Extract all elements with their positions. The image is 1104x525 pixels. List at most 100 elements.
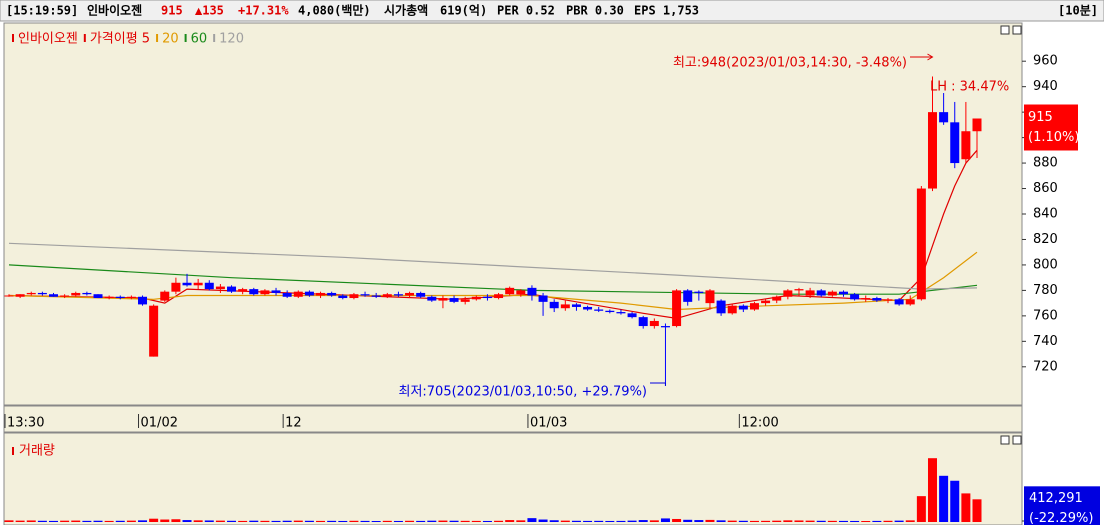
candle-body <box>972 118 982 132</box>
price-panel <box>3 22 1023 406</box>
volume-bar <box>927 458 937 522</box>
high-annotation: 최고:948(2023/01/03,14:30, -3.48%) <box>673 56 907 71</box>
candle-body <box>37 292 47 295</box>
volume-bar <box>683 519 693 522</box>
candle-body <box>783 290 793 297</box>
volume-bar <box>260 520 270 522</box>
candle-body <box>705 290 715 304</box>
candle-body <box>905 299 915 305</box>
candle-body <box>204 282 214 290</box>
candle-body <box>15 294 25 297</box>
candle-body <box>271 290 281 293</box>
legend-entry: 120 <box>219 32 244 47</box>
volume-bar <box>894 520 904 522</box>
volume-panel <box>3 432 1023 525</box>
amount: 4,080(백만) <box>298 3 371 18</box>
candle-body <box>360 294 370 296</box>
y-tick-label: 740 <box>1033 334 1058 349</box>
panel-button[interactable] <box>1012 25 1022 35</box>
candle-body <box>171 282 181 292</box>
volume-bar <box>405 520 415 522</box>
candle-body <box>382 294 392 297</box>
volume-bar <box>416 520 426 522</box>
volume-bar <box>649 520 659 522</box>
cap-label: 시가총액 <box>384 3 428 18</box>
last-volume-box <box>1024 486 1100 525</box>
volume-bar <box>816 520 826 522</box>
candle-body <box>549 301 559 309</box>
candle-body <box>449 298 459 302</box>
candle-body <box>672 290 682 327</box>
panel-button[interactable] <box>1012 435 1022 445</box>
candle-body <box>605 310 615 313</box>
panel-button[interactable] <box>1000 25 1010 35</box>
cap-value: 619(억) <box>440 4 487 18</box>
y-tick-label: 800 <box>1033 257 1058 272</box>
panel-button[interactable] <box>1000 435 1010 445</box>
volume-bar <box>304 520 314 522</box>
volume-bar <box>482 520 492 522</box>
candle-body <box>193 282 203 286</box>
volume-bar <box>705 519 715 522</box>
candle-body <box>460 299 470 302</box>
candle-body <box>393 294 403 296</box>
candle-body <box>527 287 537 296</box>
x-tick-label: 13:30 <box>7 416 44 431</box>
candle-body <box>505 287 515 295</box>
candle-body <box>338 295 348 299</box>
volume-bar <box>460 520 470 522</box>
candle-body <box>227 286 237 292</box>
volume-bar <box>349 520 359 522</box>
candle-body <box>727 305 737 314</box>
y-tick-label: 860 <box>1033 181 1058 196</box>
volume-bar <box>838 520 848 522</box>
volume-bar <box>916 496 926 522</box>
moving-average-line <box>8 242 978 290</box>
interval[interactable]: [10분] <box>1058 4 1098 18</box>
volume-bar <box>861 521 871 522</box>
last-volume-label: 412,291 <box>1029 491 1083 506</box>
volume-bar <box>794 520 804 522</box>
candle-body <box>916 188 926 300</box>
y-tick-label: 780 <box>1033 283 1058 298</box>
x-tick-label: 12 <box>285 416 302 431</box>
candle-body <box>371 295 381 297</box>
candle-body <box>683 290 693 302</box>
price: 915 <box>161 4 183 18</box>
volume-bar <box>371 521 381 522</box>
candle-body <box>827 291 837 296</box>
candle-body <box>26 292 36 295</box>
moving-average-line <box>8 251 978 311</box>
volume-bar <box>627 520 637 522</box>
volume-bar <box>527 518 537 522</box>
per: PER 0.52 <box>497 4 555 18</box>
volume-bar <box>660 518 670 522</box>
candle-body <box>60 295 70 297</box>
volume-bar <box>37 520 47 522</box>
volume-bar <box>594 520 604 522</box>
moving-average-line <box>8 149 978 320</box>
volume-bar <box>727 520 737 522</box>
volume-bar <box>293 520 303 522</box>
volume-bar <box>360 520 370 522</box>
y-tick-label: 720 <box>1033 359 1058 374</box>
pbr: PBR 0.30 <box>566 4 624 18</box>
candle-body <box>861 298 871 300</box>
header: [15:19:59] 인바이오젠 915 ▲135 +17.31% 4,080(… <box>6 3 1098 18</box>
candle-body <box>927 112 937 189</box>
candle-body <box>872 298 882 301</box>
volume-bar <box>393 520 403 522</box>
y-tick-label: 880 <box>1033 156 1058 171</box>
last-price-label: 915 <box>1028 110 1053 125</box>
volume-bar <box>327 520 337 522</box>
candle-body <box>638 317 648 327</box>
volume-bar <box>93 520 103 522</box>
candle-body <box>349 294 359 299</box>
volume-bar <box>49 520 59 522</box>
volume-bar <box>427 520 437 522</box>
candle-body <box>738 305 748 310</box>
legend-entry: 20 <box>162 32 179 47</box>
volume-bar <box>939 475 949 522</box>
candle-body <box>138 296 148 305</box>
